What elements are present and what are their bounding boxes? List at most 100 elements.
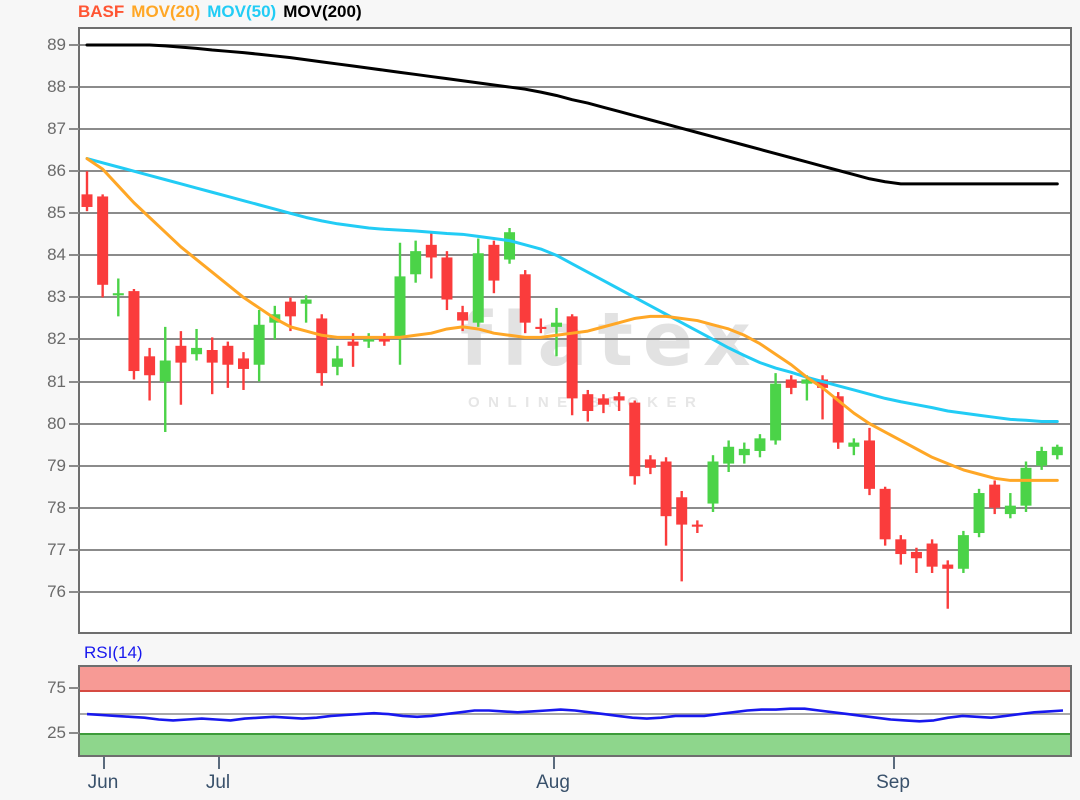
price-axis-label: 80 bbox=[47, 413, 66, 433]
candle-body bbox=[926, 543, 938, 567]
price-axis-label: 83 bbox=[47, 287, 66, 307]
mov20-line bbox=[85, 157, 1059, 482]
candle-body bbox=[441, 257, 453, 300]
rsi-axis-tick bbox=[69, 732, 79, 734]
candle-body bbox=[378, 337, 390, 342]
price-axis-tick bbox=[69, 212, 79, 215]
gridline bbox=[80, 212, 1070, 215]
candle-body bbox=[613, 396, 625, 401]
candle-body bbox=[848, 442, 860, 447]
candle-body bbox=[159, 360, 171, 382]
price-axis-label: 89 bbox=[47, 35, 66, 54]
time-axis-tick bbox=[218, 757, 220, 769]
price-axis-label: 79 bbox=[47, 455, 66, 475]
candle-body bbox=[112, 293, 124, 296]
rsi-series-overlay bbox=[86, 707, 1064, 723]
price-axis-label: 86 bbox=[47, 161, 66, 181]
candle-body bbox=[519, 274, 531, 323]
candle-body bbox=[535, 326, 547, 329]
rsi-axis-label: 75 bbox=[47, 678, 66, 697]
candle-body bbox=[331, 358, 343, 367]
rsi-midline bbox=[80, 712, 1070, 715]
price-axis-tick bbox=[69, 422, 79, 425]
candle-body bbox=[488, 244, 500, 281]
candle-body bbox=[691, 524, 703, 527]
time-axis-label: Aug bbox=[536, 772, 570, 793]
gridline bbox=[80, 464, 1070, 467]
candle-body bbox=[629, 402, 641, 477]
time-axis-tick bbox=[553, 757, 555, 769]
time-axis-label: Sep bbox=[876, 772, 910, 793]
candle-body bbox=[1004, 505, 1016, 515]
candle-body bbox=[770, 383, 782, 441]
rsi-title: RSI(14) bbox=[84, 643, 143, 662]
candle-body bbox=[957, 535, 969, 569]
candle-body bbox=[191, 347, 203, 355]
candle-body bbox=[942, 564, 954, 569]
rsi-oversold-band bbox=[80, 733, 1070, 755]
price-axis-label: 76 bbox=[47, 581, 66, 601]
price-axis-label: 82 bbox=[47, 329, 66, 349]
candle-body bbox=[363, 339, 375, 342]
gridline bbox=[80, 506, 1070, 509]
candle-body bbox=[472, 253, 484, 323]
gridline bbox=[80, 254, 1070, 257]
price-axis-label: 87 bbox=[47, 119, 66, 139]
candle-body bbox=[206, 350, 218, 363]
candle-body bbox=[676, 497, 688, 525]
time-axis-label: Jun bbox=[87, 772, 119, 793]
mov50-line bbox=[85, 157, 1059, 424]
price-axis-tick bbox=[69, 128, 79, 131]
gridline bbox=[80, 422, 1070, 425]
candle-body bbox=[895, 539, 907, 555]
candle-body bbox=[1020, 467, 1032, 506]
price-axis-tick bbox=[69, 464, 79, 467]
candle-body bbox=[738, 448, 750, 456]
candle-body bbox=[457, 312, 469, 321]
rsi-overbought-band bbox=[80, 667, 1070, 692]
legend-mov200: MOV(200) bbox=[283, 2, 362, 21]
candle-body bbox=[425, 244, 437, 258]
candle-body bbox=[81, 194, 93, 207]
candle-body bbox=[754, 438, 766, 451]
candle-body bbox=[1051, 446, 1063, 456]
mov200-line bbox=[85, 43, 1059, 186]
gridline bbox=[80, 86, 1070, 89]
price-axis-tick bbox=[69, 338, 79, 341]
price-axis-label: 78 bbox=[47, 497, 66, 517]
candle-body bbox=[723, 446, 735, 464]
time-axis-tick bbox=[103, 757, 105, 769]
candle-body bbox=[316, 318, 328, 374]
price-axis-tick bbox=[69, 254, 79, 257]
price-axis-tick bbox=[69, 506, 79, 509]
candle-body bbox=[504, 232, 516, 260]
candle-body bbox=[644, 459, 656, 468]
candle-body bbox=[394, 276, 406, 338]
candle-body bbox=[707, 461, 719, 504]
legend-symbol: BASF bbox=[78, 2, 125, 21]
gridline bbox=[80, 44, 1070, 46]
candle-body bbox=[300, 299, 312, 304]
candle-body bbox=[410, 251, 422, 275]
price-axis-label: 85 bbox=[47, 203, 66, 223]
price-axis-label: 84 bbox=[47, 245, 66, 265]
price-axis-tick bbox=[69, 170, 79, 173]
chart-legend: BASF MOV(20) MOV(50) MOV(200) bbox=[78, 2, 369, 22]
rsi-chart-panel[interactable] bbox=[78, 665, 1072, 757]
gridline bbox=[80, 296, 1070, 299]
candle-body bbox=[910, 551, 922, 559]
candle-body bbox=[832, 396, 844, 443]
price-axis-tick bbox=[69, 86, 79, 89]
price-series-overlay bbox=[81, 43, 1063, 609]
candle-body bbox=[222, 345, 234, 365]
gridline bbox=[80, 548, 1070, 551]
candle-body bbox=[660, 461, 672, 517]
price-axis-label: 77 bbox=[47, 539, 66, 559]
gridline bbox=[80, 128, 1070, 131]
price-chart-panel[interactable]: flatex ONLINE BROKER bbox=[78, 27, 1072, 634]
gridline bbox=[80, 170, 1070, 173]
candle-body bbox=[973, 493, 985, 534]
candle-body bbox=[1036, 450, 1048, 466]
time-axis-tick bbox=[893, 757, 895, 769]
